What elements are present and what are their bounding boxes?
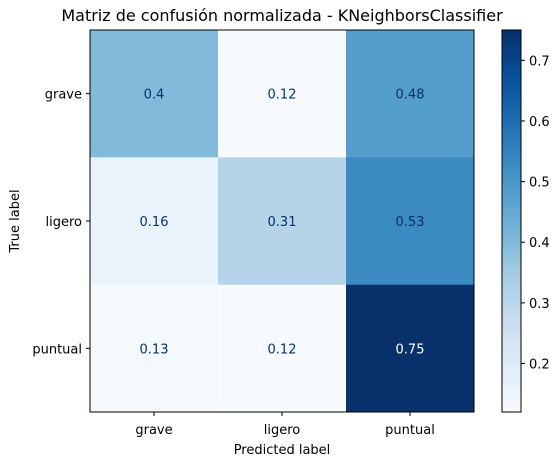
cell-value-label: 0.31 — [268, 215, 297, 230]
cell-value-label: 0.13 — [140, 342, 169, 357]
heatmap-cell — [90, 157, 219, 286]
cell-value-label: 0.12 — [268, 342, 297, 357]
cell-value-label: 0.16 — [140, 215, 169, 230]
colorbar-tick-label: 0.2 — [529, 357, 550, 372]
cell-value-label: 0.53 — [396, 215, 425, 230]
x-tick-label: puntual — [385, 423, 435, 438]
colorbar-tick-label: 0.5 — [529, 176, 550, 191]
colorbar-tick-label: 0.4 — [529, 236, 550, 251]
cell-value-label: 0.12 — [268, 88, 297, 103]
heatmap-cell — [346, 30, 475, 158]
y-tick-label: ligero — [46, 215, 83, 230]
heatmap-cell — [218, 284, 347, 413]
heatmap-cell — [346, 284, 475, 413]
colorbar-gradient — [502, 30, 521, 412]
y-tick-label: puntual — [32, 342, 82, 357]
y-tick-label: grave — [45, 88, 82, 103]
heatmap-cell — [90, 30, 219, 158]
colorbar-frame — [501, 29, 522, 413]
heatmap-cells: 0.4 0.12 0.48 0.16 0.31 0.53 0.13 0.12 0.75 — [90, 30, 475, 413]
x-axis-ticks: grave ligero puntual — [135, 412, 435, 438]
cell-value-label: 0.48 — [396, 88, 425, 103]
y-axis-label: True label — [8, 189, 23, 253]
colorbar-ticks: 0.2 0.3 0.4 0.5 0.6 0.7 — [521, 54, 550, 372]
x-tick-label: ligero — [264, 423, 301, 438]
colorbar-tick-label: 0.7 — [529, 54, 550, 69]
cell-value-label: 0.75 — [396, 342, 425, 357]
colorbar — [501, 29, 522, 413]
chart-title: Matriz de confusión normalizada - KNeigh… — [61, 6, 503, 25]
colorbar-tick-label: 0.3 — [529, 297, 550, 312]
colorbar-tick-label: 0.6 — [529, 115, 550, 130]
x-tick-label: grave — [135, 423, 172, 438]
heatmap-cell — [90, 284, 219, 413]
heatmap-cell — [346, 157, 475, 286]
heatmap-cell — [218, 157, 347, 286]
heatmap-cell — [218, 30, 347, 158]
cell-value-label: 0.4 — [144, 88, 165, 103]
y-axis-ticks: grave ligero puntual — [32, 88, 90, 357]
x-axis-label: Predicted label — [234, 443, 331, 458]
